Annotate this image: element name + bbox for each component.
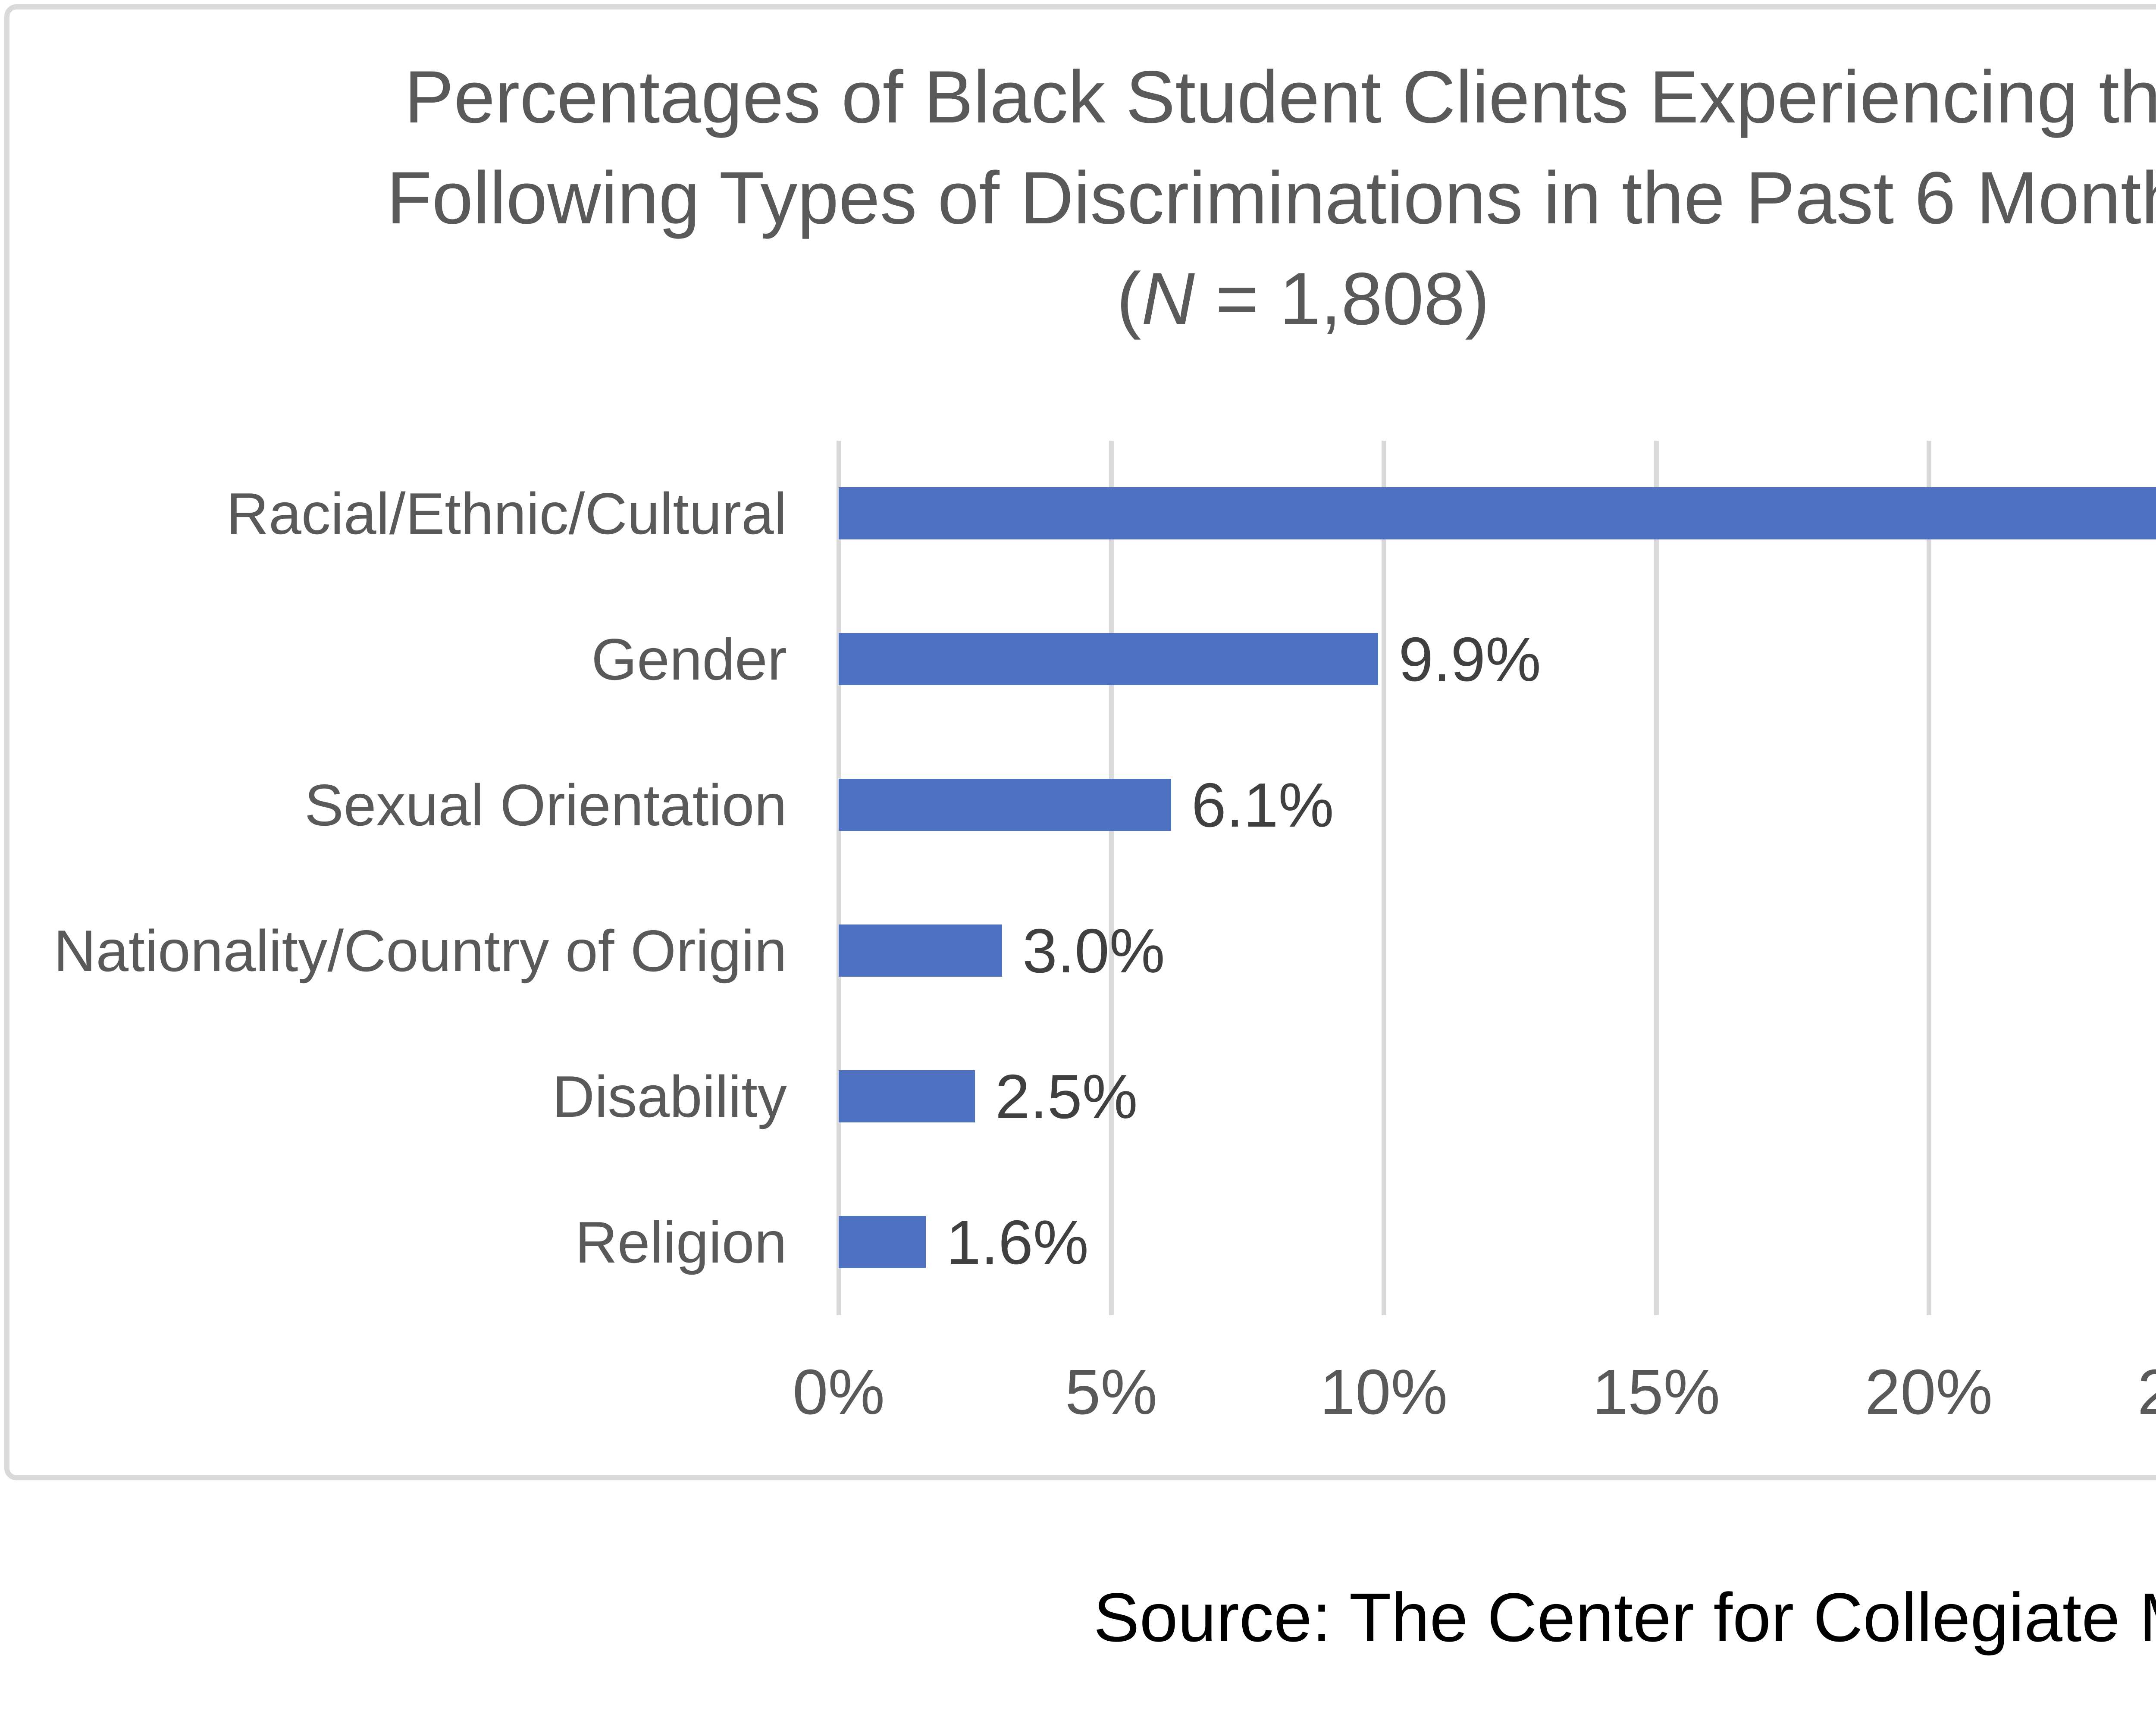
category-label: Sexual Orientation <box>304 772 787 838</box>
x-axis-tick-label: 25% <box>2137 1357 2156 1428</box>
value-label: 1.6% <box>946 1207 1089 1277</box>
x-axis-tick-label: 0% <box>793 1357 885 1428</box>
source-caption: Source: The Center for Collegiate Mental… <box>1093 1579 2156 1656</box>
gridline-5% <box>1109 441 1114 1315</box>
bar <box>839 779 1172 831</box>
x-axis-tick-label: 5% <box>1065 1357 1157 1428</box>
gridline-10% <box>1382 441 1386 1315</box>
subtitle-n-value: = 1,808) <box>1194 257 1490 340</box>
bar-row: Disability 2.5% <box>0 1024 2156 1169</box>
bar-row: Sexual Orientation 6.1% <box>0 732 2156 878</box>
category-label: Gender <box>591 627 787 692</box>
x-axis-tick-label: 15% <box>1592 1357 1720 1428</box>
chart-title-line-1: Percentages of Black Student Clients Exp… <box>404 56 2156 138</box>
gridline-20% <box>1927 441 1931 1315</box>
bar-row: Nationality/Country of Origin 3.0% <box>0 878 2156 1024</box>
subtitle-open-paren: ( <box>1116 257 1141 340</box>
x-axis-tick-label: 20% <box>1865 1357 1993 1428</box>
chart-frame <box>4 4 2156 1480</box>
value-label: 6.1% <box>1191 770 1334 840</box>
category-label: Nationality/Country of Origin <box>53 918 787 984</box>
category-label: Religion <box>575 1210 787 1275</box>
bar-row: Religion 1.6% <box>0 1169 2156 1315</box>
bar <box>839 1070 975 1122</box>
value-label: 9.9% <box>1398 624 1541 694</box>
bar <box>839 1216 926 1268</box>
category-label: Racial/Ethnic/Cultural <box>226 481 787 546</box>
bar-row: Gender 9.9% <box>0 586 2156 732</box>
bar <box>839 633 1379 685</box>
subtitle-n-symbol: N <box>1141 257 1195 340</box>
value-label: 2.5% <box>995 1061 1138 1131</box>
bar-row: Racial/Ethnic/Cultural27.1% <box>0 441 2156 586</box>
x-axis-tick-label: 10% <box>1319 1357 1448 1428</box>
chart-title: Percentages of Black Student Clients Exp… <box>129 47 2156 349</box>
plot-area: Racial/Ethnic/Cultural27.1% Gender 9.9% Sex… <box>0 441 2156 1315</box>
category-label: Disability <box>552 1064 787 1129</box>
value-label: 3.0% <box>1022 915 1165 986</box>
bar <box>839 924 1003 977</box>
gridline-15% <box>1654 441 1659 1315</box>
chart-title-subtitle: (N = 1,808) <box>129 248 2156 349</box>
gridline-0% <box>837 441 841 1315</box>
chart-title-line-2: Following Types of Discriminations in th… <box>386 157 2156 239</box>
bar <box>839 487 2156 539</box>
